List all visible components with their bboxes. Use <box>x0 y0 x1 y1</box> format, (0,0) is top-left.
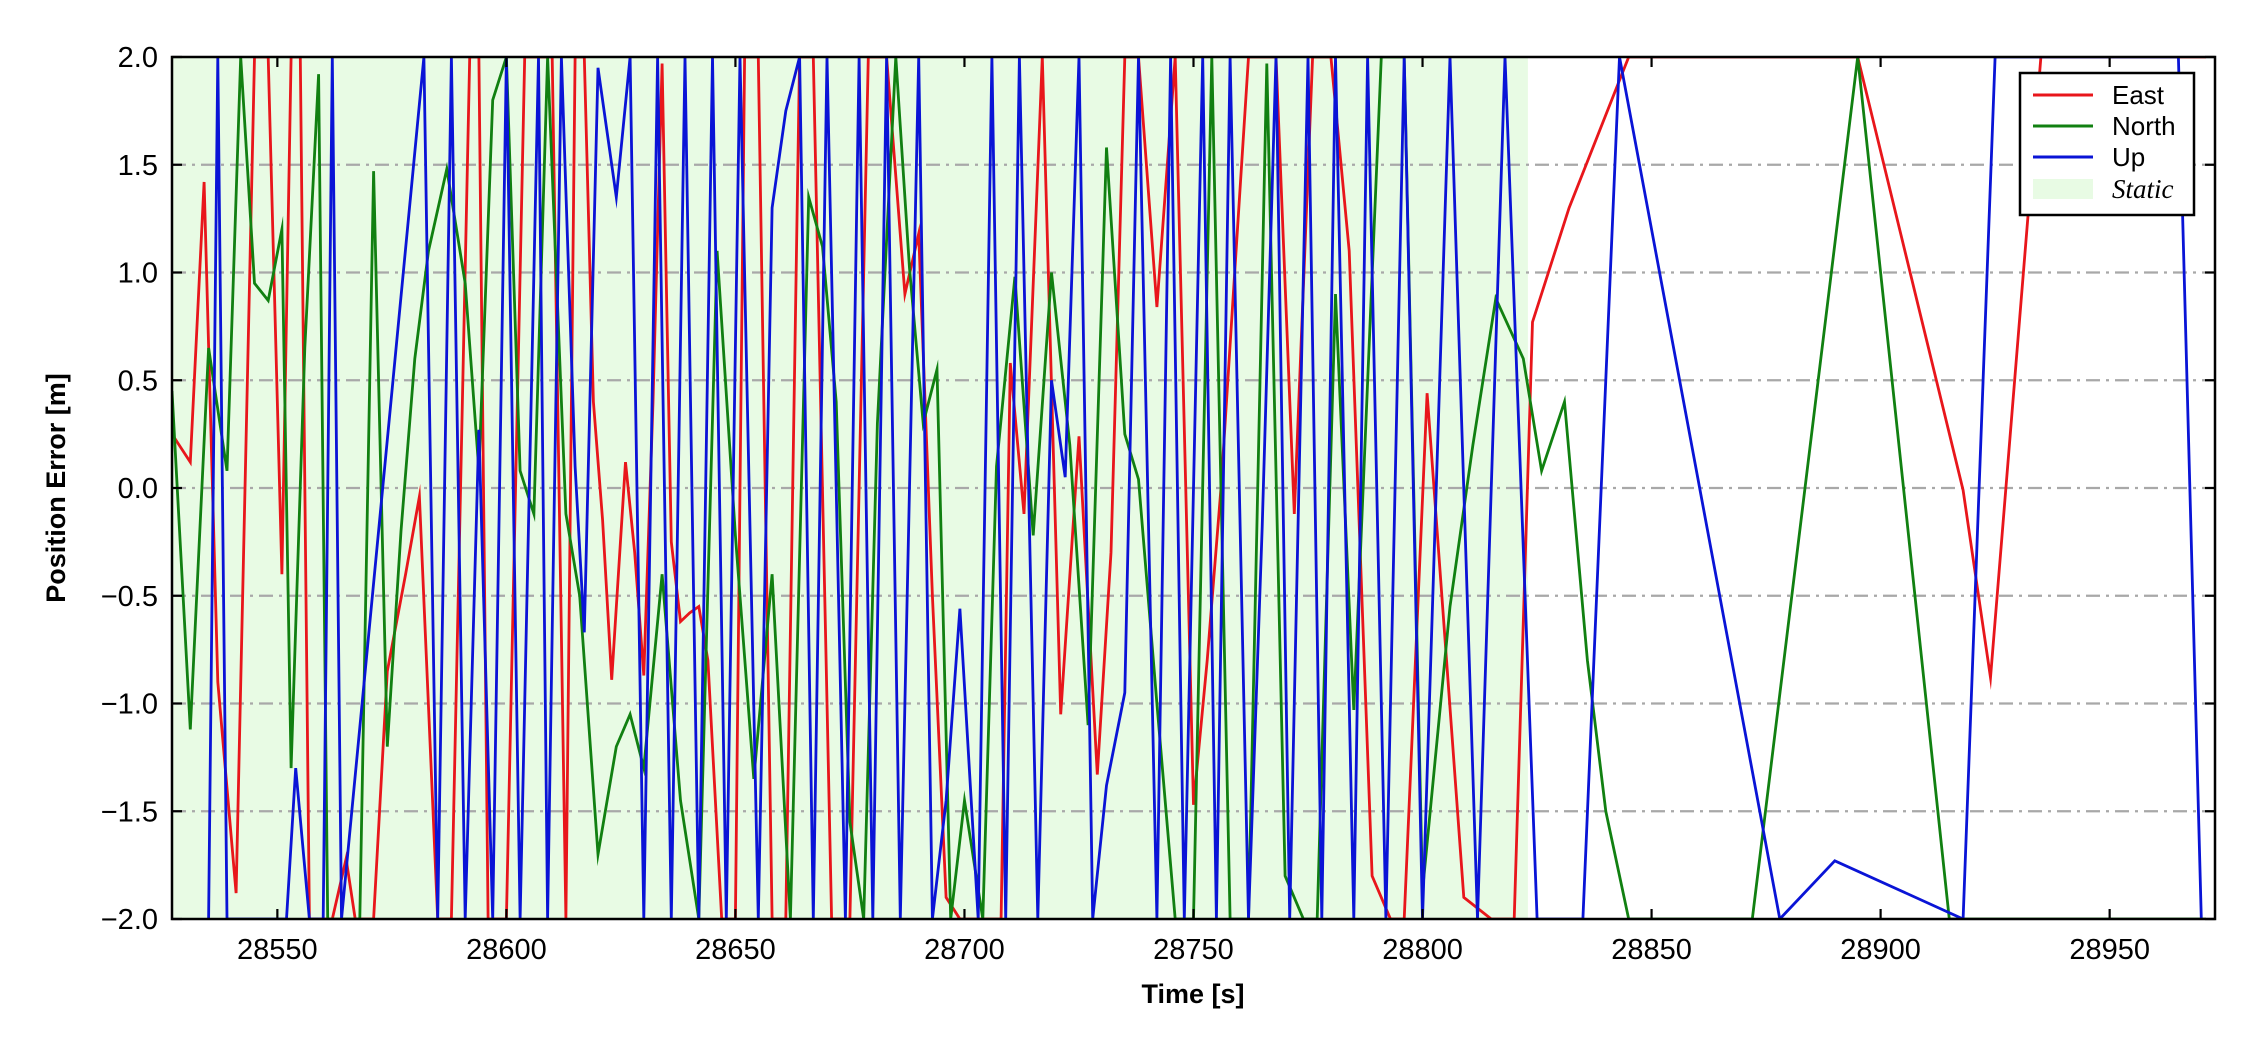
axis-ticks: 28550 28600 28650 28700 28750 28800 28850 28900… <box>101 42 2215 966</box>
x-tick-label: 28900 <box>1840 934 1921 966</box>
y-axis-label: Position Error [m] <box>41 373 71 603</box>
x-tick-label: 28800 <box>1382 934 1463 966</box>
y-tick-label: −2.0 <box>101 904 158 936</box>
y-tick-label: 2.0 <box>118 42 158 74</box>
series-lines <box>172 57 2206 919</box>
legend-swatch-static <box>2033 179 2093 199</box>
x-tick-label: 28950 <box>2069 934 2150 966</box>
x-tick-label: 28650 <box>695 934 776 966</box>
series-line-up <box>207 57 2203 919</box>
legend-label-static: Static <box>2112 174 2174 204</box>
y-tick-label: −1.0 <box>101 689 158 721</box>
legend-label-up: Up <box>2112 142 2145 172</box>
x-tick-label: 28600 <box>466 934 547 966</box>
series-line-east <box>172 57 2206 919</box>
x-tick-label: 28550 <box>237 934 318 966</box>
legend-label-north: North <box>2112 111 2176 141</box>
y-tick-label: −1.5 <box>101 796 158 828</box>
x-tick-label: 28750 <box>1153 934 1234 966</box>
y-tick-label: 1.0 <box>118 258 158 290</box>
y-tick-label: −0.5 <box>101 581 158 613</box>
x-axis-label: Time [s] <box>1141 979 1244 1009</box>
x-tick-label: 28850 <box>1611 934 1692 966</box>
legend-label-east: East <box>2112 80 2165 110</box>
x-tick-label: 28700 <box>924 934 1005 966</box>
y-tick-label: 1.5 <box>118 150 158 182</box>
y-tick-label: 0.0 <box>118 473 158 505</box>
y-tick-label: 0.5 <box>118 365 158 397</box>
